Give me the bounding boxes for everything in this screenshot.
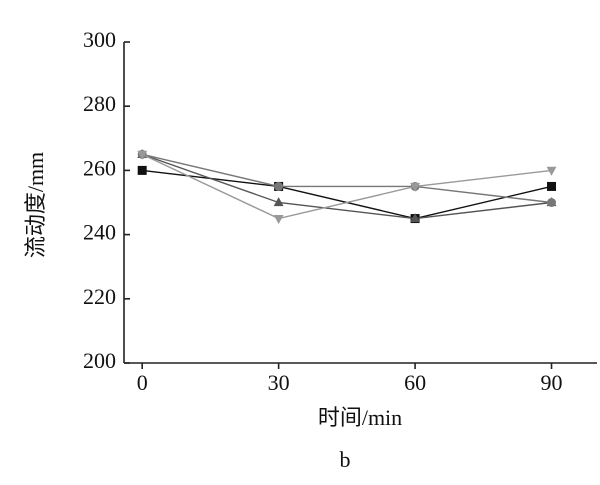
x-tick-label: 0 [137,370,148,395]
marker [547,181,557,191]
y-tick-label: 200 [83,348,116,373]
marker [137,165,147,175]
y-axis-label: 流动度/mm [23,152,48,258]
y-tick-label: 260 [83,155,116,180]
series-line [141,153,552,220]
marker [546,166,557,176]
marker [410,182,421,192]
x-axis-label: 时间/min [318,405,402,430]
marker [410,213,421,223]
caption: b [340,447,351,472]
marker [273,214,284,224]
marker [274,181,284,191]
x-tick-label: 60 [404,370,426,395]
series-line [141,153,552,220]
marker [273,197,284,207]
y-tick-label: 300 [83,27,116,52]
y-tick-label: 240 [83,220,116,245]
y-tick-label: 280 [83,91,116,116]
marker [137,150,148,160]
marker [547,198,557,207]
y-tick-label: 220 [83,284,116,309]
series-line [142,153,552,204]
x-tick-label: 30 [268,370,290,395]
x-tick-label: 90 [541,370,563,395]
